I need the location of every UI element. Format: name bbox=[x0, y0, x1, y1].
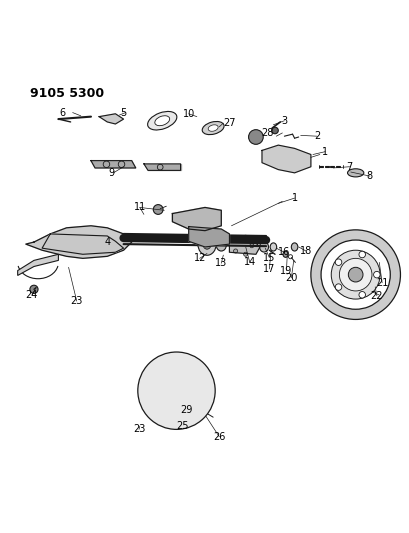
Circle shape bbox=[152, 366, 200, 415]
Text: 12: 12 bbox=[193, 253, 205, 263]
Text: 9: 9 bbox=[108, 168, 114, 178]
Text: 16: 16 bbox=[278, 247, 290, 257]
Ellipse shape bbox=[202, 122, 224, 135]
Text: 27: 27 bbox=[223, 118, 235, 128]
Text: 14: 14 bbox=[243, 257, 255, 268]
Text: 17: 17 bbox=[263, 264, 275, 274]
Text: 29: 29 bbox=[180, 405, 192, 415]
Text: 15: 15 bbox=[263, 253, 275, 263]
Text: 23: 23 bbox=[133, 424, 145, 434]
Polygon shape bbox=[261, 145, 310, 173]
Text: 10: 10 bbox=[182, 109, 194, 119]
Polygon shape bbox=[99, 114, 123, 124]
Circle shape bbox=[243, 252, 247, 256]
Text: 7: 7 bbox=[346, 161, 352, 172]
Ellipse shape bbox=[198, 233, 216, 255]
Text: 9105 5300: 9105 5300 bbox=[30, 87, 104, 100]
Polygon shape bbox=[172, 207, 221, 231]
Text: 23: 23 bbox=[70, 296, 83, 306]
Text: 25: 25 bbox=[176, 421, 189, 431]
Polygon shape bbox=[18, 254, 58, 276]
Circle shape bbox=[348, 268, 362, 282]
Text: 13: 13 bbox=[215, 259, 227, 268]
Text: 8: 8 bbox=[366, 171, 372, 181]
Circle shape bbox=[358, 251, 364, 258]
Circle shape bbox=[339, 259, 371, 291]
Ellipse shape bbox=[167, 362, 185, 370]
Text: 5: 5 bbox=[120, 108, 126, 118]
Ellipse shape bbox=[155, 116, 169, 126]
Polygon shape bbox=[42, 234, 123, 254]
Ellipse shape bbox=[147, 111, 176, 130]
Text: 18: 18 bbox=[299, 246, 311, 256]
Text: 6: 6 bbox=[59, 108, 65, 118]
Circle shape bbox=[243, 235, 247, 239]
Ellipse shape bbox=[208, 125, 218, 131]
Polygon shape bbox=[144, 164, 180, 171]
Circle shape bbox=[233, 249, 237, 253]
Text: 28: 28 bbox=[261, 128, 273, 138]
Ellipse shape bbox=[259, 242, 268, 252]
Circle shape bbox=[137, 352, 215, 430]
Ellipse shape bbox=[202, 239, 211, 249]
Circle shape bbox=[335, 259, 341, 265]
Text: 3: 3 bbox=[281, 116, 287, 126]
Circle shape bbox=[373, 271, 379, 278]
Ellipse shape bbox=[347, 169, 363, 177]
Ellipse shape bbox=[282, 251, 288, 257]
Text: 1: 1 bbox=[291, 193, 297, 203]
Circle shape bbox=[271, 127, 278, 134]
Text: 1: 1 bbox=[321, 147, 327, 157]
Circle shape bbox=[249, 244, 253, 248]
Circle shape bbox=[335, 284, 341, 290]
Text: 21: 21 bbox=[375, 278, 387, 288]
Wedge shape bbox=[310, 230, 400, 319]
Ellipse shape bbox=[216, 239, 226, 251]
Circle shape bbox=[30, 285, 38, 293]
Text: 2: 2 bbox=[313, 131, 319, 141]
Circle shape bbox=[233, 238, 237, 243]
Text: 26: 26 bbox=[213, 432, 225, 442]
Polygon shape bbox=[91, 160, 135, 168]
Polygon shape bbox=[229, 237, 259, 254]
Circle shape bbox=[330, 250, 379, 299]
Text: 20: 20 bbox=[284, 273, 297, 283]
Circle shape bbox=[358, 292, 364, 298]
Text: 22: 22 bbox=[370, 291, 382, 301]
Text: 19: 19 bbox=[280, 265, 292, 276]
Text: 4: 4 bbox=[104, 237, 110, 247]
Polygon shape bbox=[26, 226, 131, 259]
Ellipse shape bbox=[291, 243, 297, 251]
Circle shape bbox=[248, 130, 263, 144]
Ellipse shape bbox=[270, 243, 276, 251]
Circle shape bbox=[153, 205, 163, 214]
Text: 24: 24 bbox=[26, 290, 38, 300]
Text: 11: 11 bbox=[133, 203, 146, 213]
Polygon shape bbox=[188, 227, 229, 247]
